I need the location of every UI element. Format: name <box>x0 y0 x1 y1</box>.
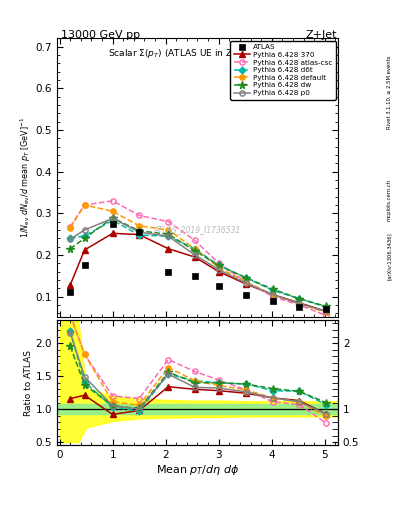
Pythia 6.428 default <box>110 208 115 215</box>
Pythia 6.428 atlas-csc <box>297 302 302 308</box>
ATLAS <box>166 269 171 275</box>
Pythia 6.428 dw <box>82 235 87 241</box>
ATLAS <box>110 221 115 227</box>
Pythia 6.428 d6t <box>137 232 141 238</box>
Pythia 6.428 default <box>244 279 249 285</box>
ATLAS <box>297 304 302 310</box>
Pythia 6.428 dw <box>68 246 73 252</box>
Pythia 6.428 p0 <box>193 252 197 258</box>
ATLAS <box>216 283 221 289</box>
Pythia 6.428 d6t <box>110 217 115 223</box>
Pythia 6.428 atlas-csc <box>68 224 73 230</box>
Pythia 6.428 atlas-csc <box>216 260 221 266</box>
Pythia 6.428 atlas-csc <box>137 212 141 219</box>
ATLAS <box>323 306 328 312</box>
Pythia 6.428 p0 <box>166 233 171 239</box>
ATLAS <box>137 229 141 235</box>
Pythia 6.428 dw <box>323 303 328 309</box>
Pythia 6.428 370 <box>270 291 275 297</box>
Text: mcplots.cern.ch: mcplots.cern.ch <box>387 179 392 221</box>
Pythia 6.428 p0 <box>110 215 115 221</box>
Pythia 6.428 p0 <box>137 229 141 235</box>
Line: Pythia 6.428 p0: Pythia 6.428 p0 <box>68 216 329 314</box>
ATLAS <box>68 289 73 295</box>
Pythia 6.428 dw <box>244 275 249 281</box>
Line: Pythia 6.428 d6t: Pythia 6.428 d6t <box>68 218 328 309</box>
Pythia 6.428 d6t <box>166 233 171 239</box>
Pythia 6.428 370 <box>82 247 87 253</box>
Pythia 6.428 d6t <box>270 287 275 293</box>
Pythia 6.428 370 <box>323 308 328 314</box>
Pythia 6.428 atlas-csc <box>323 312 328 318</box>
Pythia 6.428 dw <box>166 231 171 237</box>
Pythia 6.428 370 <box>137 231 141 238</box>
Pythia 6.428 d6t <box>244 275 249 281</box>
Line: Pythia 6.428 370: Pythia 6.428 370 <box>68 230 329 314</box>
Text: Rivet 3.1.10, ≥ 2.5M events: Rivet 3.1.10, ≥ 2.5M events <box>387 55 392 129</box>
Pythia 6.428 dw <box>110 215 115 221</box>
Pythia 6.428 default <box>166 227 171 233</box>
Pythia 6.428 atlas-csc <box>244 279 249 285</box>
Pythia 6.428 p0 <box>216 266 221 272</box>
Line: Pythia 6.428 default: Pythia 6.428 default <box>68 202 329 315</box>
Text: [arXiv:1306.3436]: [arXiv:1306.3436] <box>387 232 392 280</box>
Pythia 6.428 d6t <box>297 295 302 302</box>
Text: Z+Jet: Z+Jet <box>306 30 337 40</box>
Y-axis label: $1/N_\mathrm{ev}\ dN_\mathrm{ev}/d\ \mathrm{mean}\ p_T\ [\mathrm{GeV}]^{-1}$: $1/N_\mathrm{ev}\ dN_\mathrm{ev}/d\ \mat… <box>18 117 33 239</box>
Pythia 6.428 default <box>82 202 87 208</box>
Pythia 6.428 d6t <box>193 246 197 252</box>
Pythia 6.428 p0 <box>68 236 73 242</box>
ATLAS <box>82 262 87 268</box>
Pythia 6.428 atlas-csc <box>110 198 115 204</box>
Pythia 6.428 370 <box>68 282 73 288</box>
Pythia 6.428 dw <box>297 295 302 302</box>
Pythia 6.428 default <box>323 309 328 315</box>
Pythia 6.428 default <box>216 264 221 270</box>
Pythia 6.428 d6t <box>82 233 87 239</box>
Pythia 6.428 d6t <box>68 235 73 241</box>
Line: ATLAS: ATLAS <box>67 221 329 312</box>
Text: Scalar $\Sigma(p_T)$ (ATLAS UE in Z production): Scalar $\Sigma(p_T)$ (ATLAS UE in Z prod… <box>108 47 287 60</box>
Line: Pythia 6.428 atlas-csc: Pythia 6.428 atlas-csc <box>68 198 329 318</box>
Pythia 6.428 p0 <box>323 308 328 314</box>
Pythia 6.428 370 <box>193 254 197 260</box>
Legend: ATLAS, Pythia 6.428 370, Pythia 6.428 atlas-csc, Pythia 6.428 d6t, Pythia 6.428 : ATLAS, Pythia 6.428 370, Pythia 6.428 at… <box>230 40 336 100</box>
Pythia 6.428 default <box>137 223 141 229</box>
Pythia 6.428 d6t <box>323 304 328 310</box>
Pythia 6.428 370 <box>216 269 221 275</box>
Pythia 6.428 default <box>270 291 275 297</box>
ATLAS <box>193 273 197 279</box>
Pythia 6.428 default <box>68 225 73 231</box>
Text: ATLAS_2019_I1736531: ATLAS_2019_I1736531 <box>154 225 241 233</box>
Pythia 6.428 d6t <box>216 262 221 268</box>
Pythia 6.428 dw <box>216 262 221 268</box>
Pythia 6.428 atlas-csc <box>82 202 87 208</box>
Pythia 6.428 dw <box>193 248 197 254</box>
Y-axis label: Ratio to ATLAS: Ratio to ATLAS <box>24 350 33 416</box>
Pythia 6.428 p0 <box>244 280 249 286</box>
Pythia 6.428 370 <box>244 281 249 287</box>
Pythia 6.428 p0 <box>82 227 87 233</box>
Pythia 6.428 atlas-csc <box>193 238 197 244</box>
Pythia 6.428 370 <box>166 246 171 252</box>
Pythia 6.428 p0 <box>270 291 275 297</box>
Text: 13000 GeV pp: 13000 GeV pp <box>61 30 140 40</box>
Pythia 6.428 default <box>193 246 197 252</box>
Pythia 6.428 dw <box>137 228 141 234</box>
ATLAS <box>270 297 275 304</box>
Pythia 6.428 atlas-csc <box>270 293 275 300</box>
ATLAS <box>244 291 249 297</box>
Pythia 6.428 default <box>297 301 302 307</box>
Pythia 6.428 370 <box>110 230 115 237</box>
X-axis label: Mean $p_T/d\eta\ d\phi$: Mean $p_T/d\eta\ d\phi$ <box>156 463 239 477</box>
Pythia 6.428 p0 <box>297 301 302 307</box>
Pythia 6.428 dw <box>270 286 275 292</box>
Pythia 6.428 atlas-csc <box>166 219 171 225</box>
Line: Pythia 6.428 dw: Pythia 6.428 dw <box>66 214 330 310</box>
Pythia 6.428 370 <box>297 300 302 306</box>
